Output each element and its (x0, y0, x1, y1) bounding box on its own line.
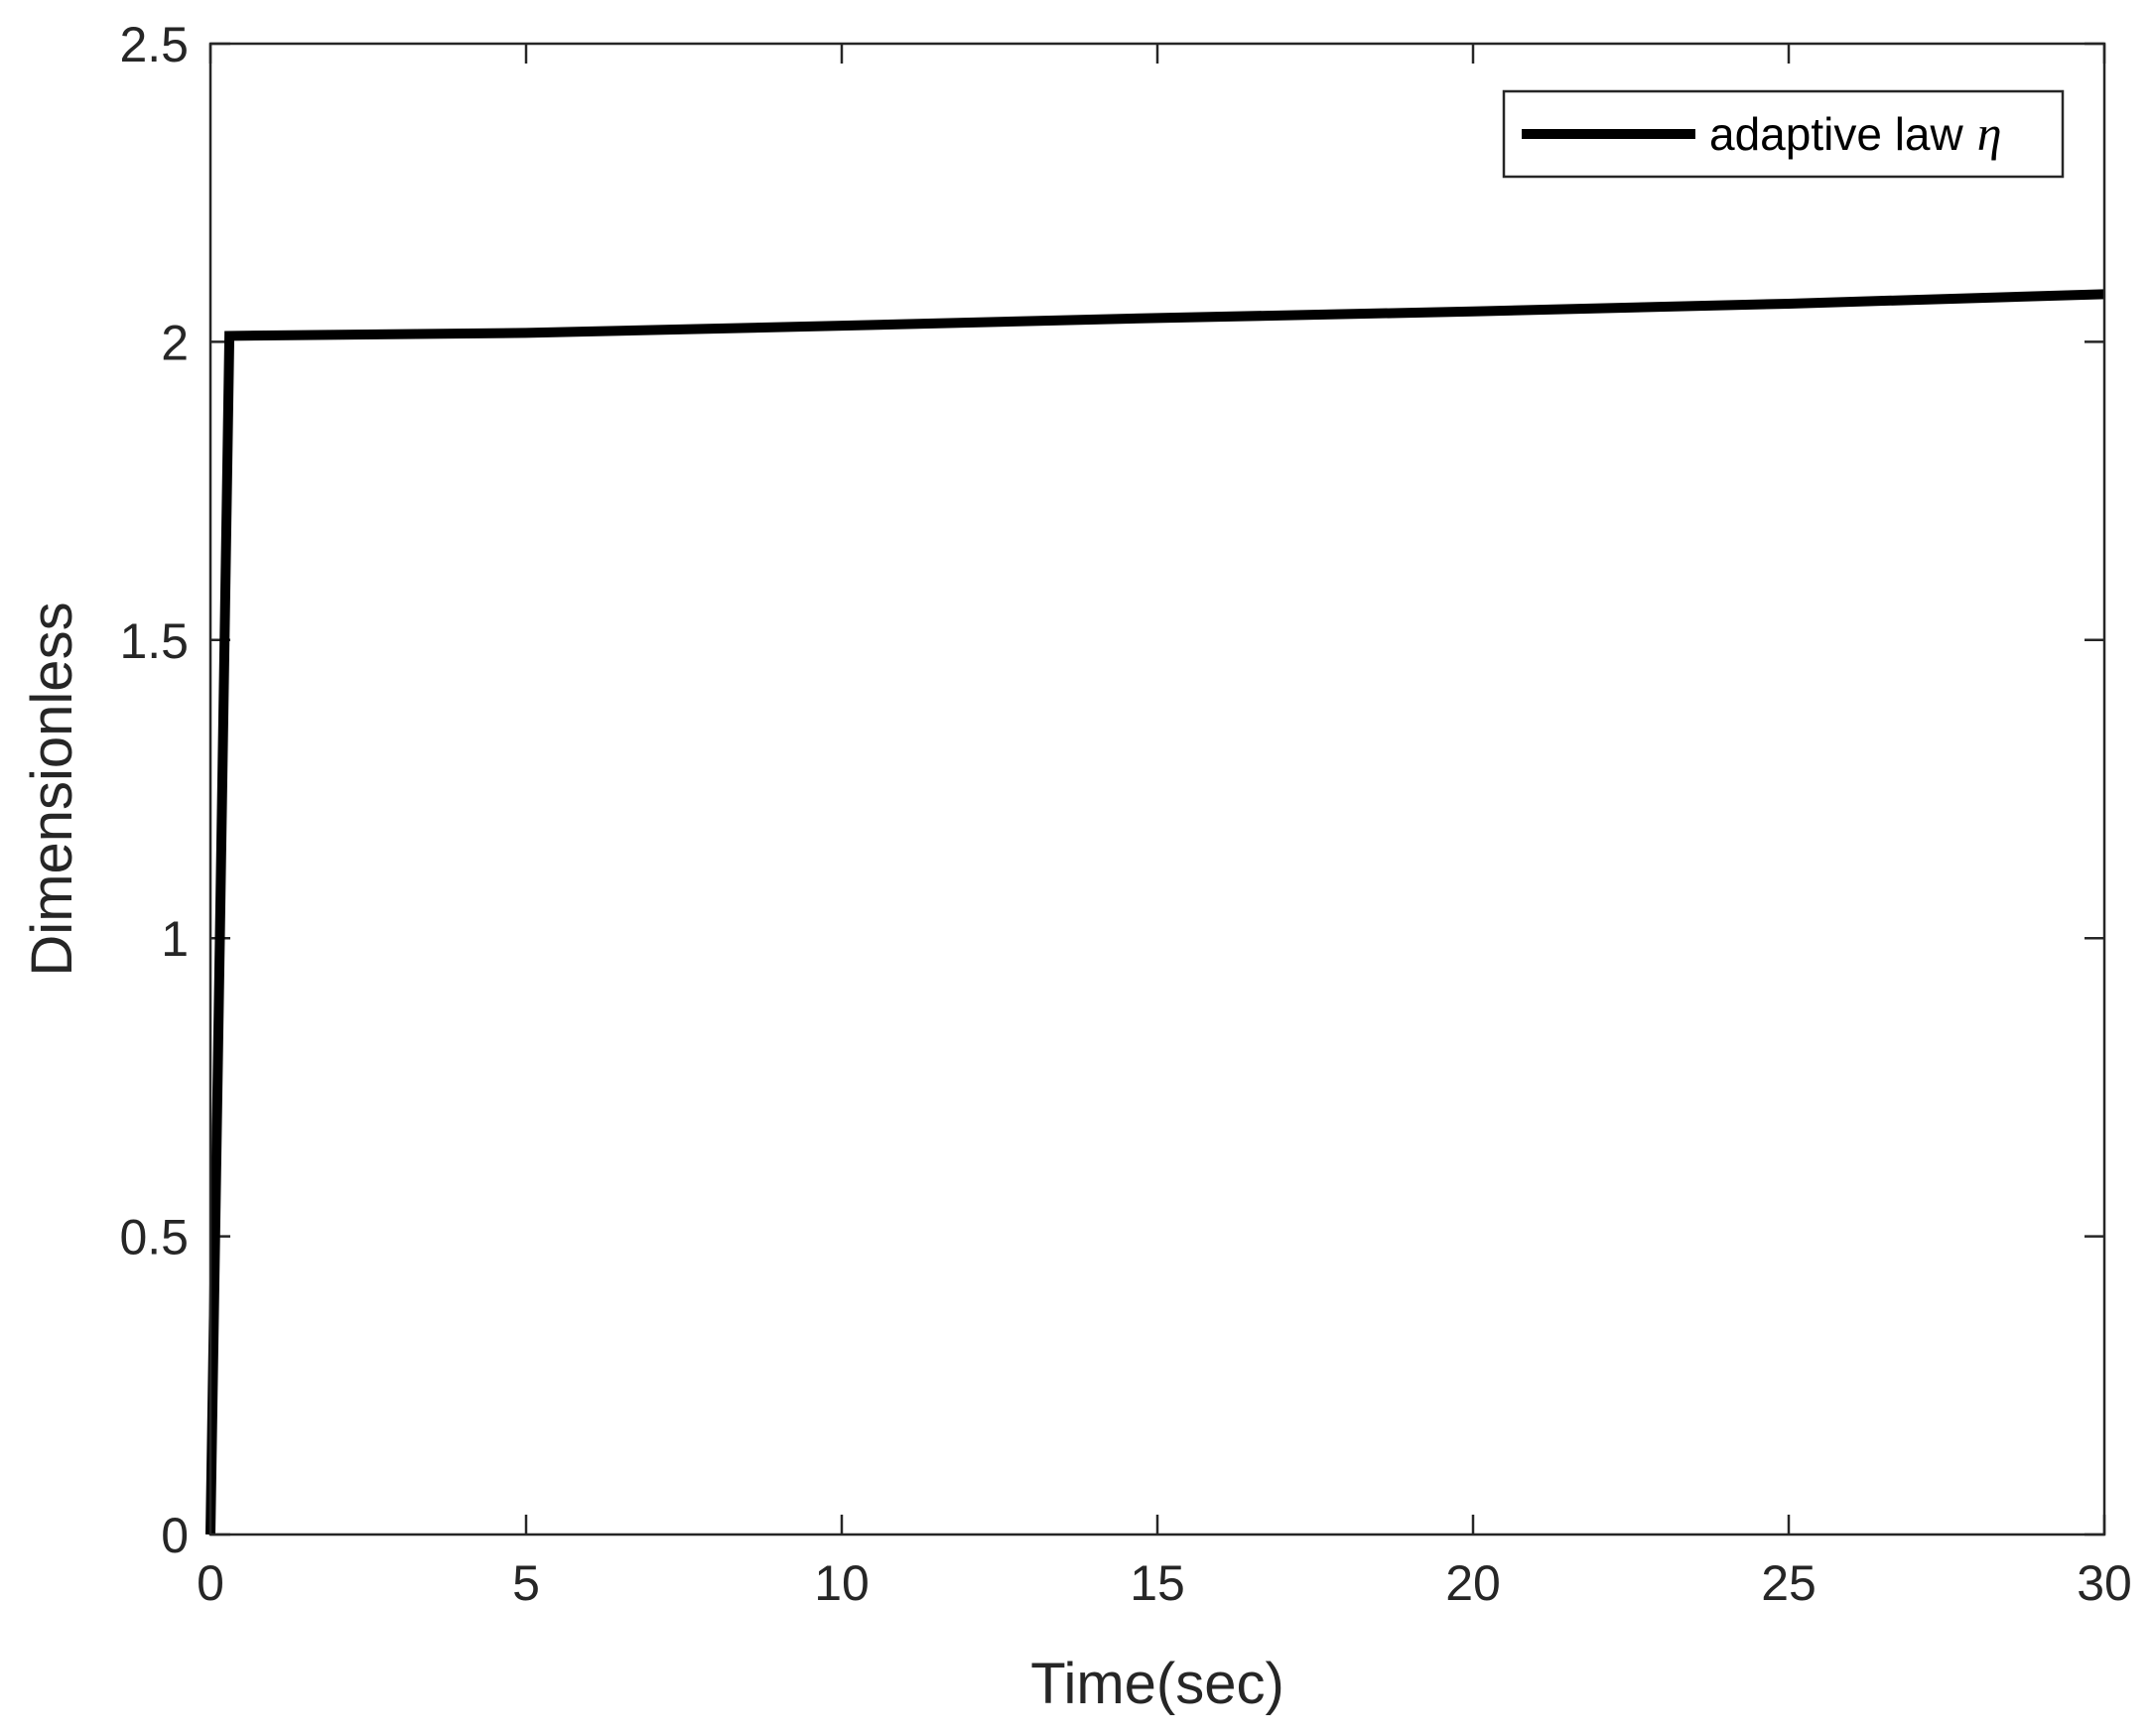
y-tick-label: 0 (161, 1508, 189, 1563)
x-tick-label: 20 (1445, 1555, 1501, 1611)
legend-label-text: adaptive law (1709, 108, 1963, 160)
y-tick-label: 0.5 (119, 1210, 189, 1266)
x-tick-label: 15 (1130, 1555, 1185, 1611)
x-tick-label: 25 (1761, 1555, 1817, 1611)
x-tick-label: 5 (512, 1555, 540, 1611)
x-axis-label: Time(sec) (1030, 1652, 1284, 1716)
series-layer (205, 289, 2105, 1536)
x-tick-label: 30 (2077, 1555, 2132, 1611)
legend: adaptive law η (1502, 89, 2065, 179)
legend-label-symbol: η (1977, 105, 2002, 161)
x-tick-label: 0 (197, 1555, 224, 1611)
plot-background (210, 44, 2104, 1535)
legend-label: adaptive law η (1709, 105, 2002, 161)
plot-frame (208, 42, 2106, 1536)
y-tick-label: 2 (161, 315, 189, 370)
y-tick-label: 1.5 (119, 613, 189, 669)
y-tick-label: 2.5 (119, 17, 189, 72)
series-line-adaptive-law (205, 289, 2105, 1536)
y-tick-label: 1 (161, 911, 189, 967)
y-axis-label: Dimensionless (20, 601, 84, 976)
x-tick-label: 10 (814, 1555, 870, 1611)
x-axis-ticks: 0 5 10 15 20 25 30 (197, 44, 2132, 1611)
